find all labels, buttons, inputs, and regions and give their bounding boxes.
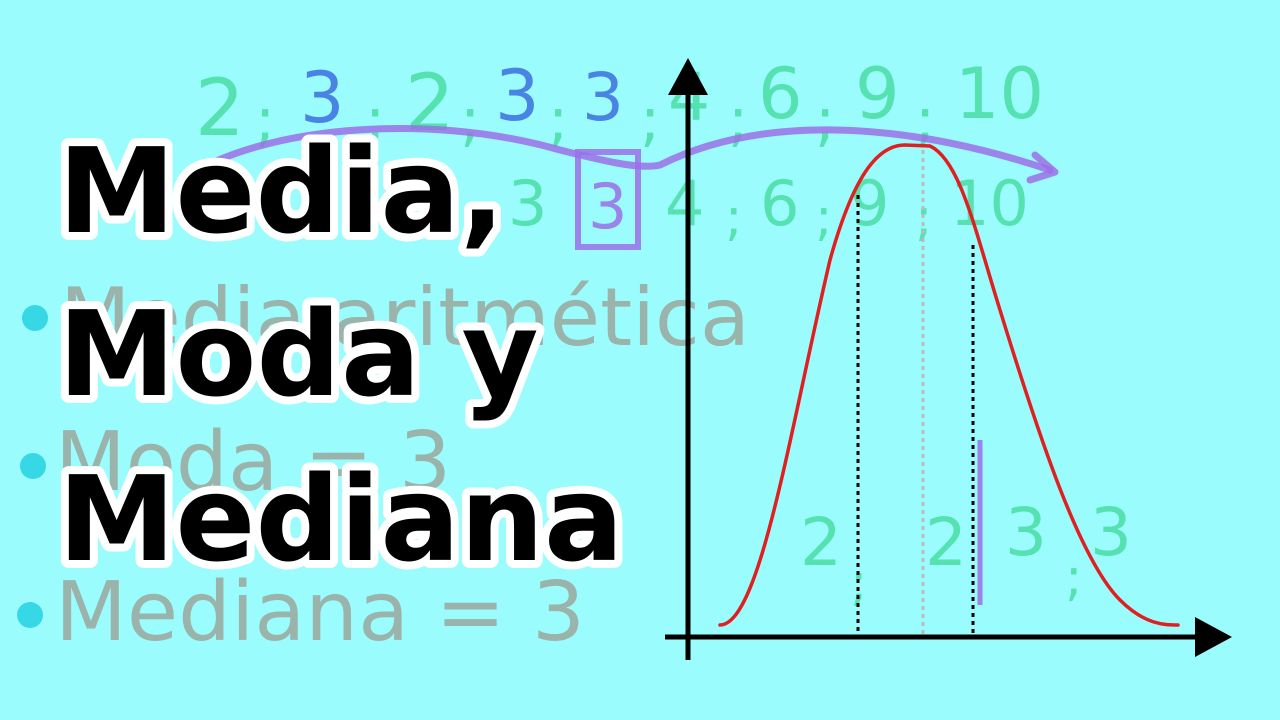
note-top-sep7: ; [815,85,835,155]
chart-axes [665,58,1232,660]
bell-curve [718,143,1180,627]
bullet-dot-2 [20,453,46,479]
note-arrowhead [1026,151,1059,184]
note-bottom-2b: 2 [925,504,967,581]
bullet-dot-1 [22,305,48,331]
note-bottom-3a: 3 [1005,494,1047,571]
reference-lines [856,150,975,635]
median-box [575,149,641,250]
note-top-sep3: ; [460,85,480,155]
x-axis-arrowhead [1195,617,1232,657]
note-top-3a: 3 [300,57,345,139]
note-bottom-2a: 2 [800,504,842,581]
note-row2-6: 6 [760,167,799,240]
title-line-3: Mediana [58,450,624,588]
note-bottom-3b: 3 [1090,494,1132,571]
note-row2-4: 4 [665,167,704,240]
note-arrow [186,125,1054,179]
bullet-dot-3 [17,602,43,628]
note-row2-sep1: ; [725,188,743,248]
title-line-1: Media, [58,122,505,260]
note-mediana: Mediana = 3 [55,565,585,660]
note-top-3b: 3 [495,55,540,137]
y-axis-arrowhead [668,58,708,95]
background-notes: 2 ; 3 ; 2 ; 3 ; 3 ; 4 ; 6 ; 9 ; 10 3 4 ;… [17,53,1132,660]
note-top-2b: 2 [405,59,455,149]
note-top-sep1: ; [255,85,275,155]
note-bottom-sep2: ; [1065,548,1083,608]
note-top-3c: 3 [582,59,624,136]
note-moda: Moda = 3 [55,415,451,510]
note-row2-10: 10 [950,167,1029,240]
note-media-aritmetica: Media aritmética [60,271,750,364]
note-top-sep6: ; [728,85,748,155]
page-title: Media, Moda y Mediana [50,114,632,596]
note-top-9: 9 [855,53,900,135]
title-line-2: Moda y [58,285,539,423]
note-top-6: 6 [758,53,803,135]
note-row2-3: 3 [508,167,547,240]
median-boxed-value: 3 [588,170,627,243]
note-row2-9: 9 [850,167,889,240]
note-top-2a: 2 [195,64,245,154]
note-top-10: 10 [955,53,1044,135]
note-row2-sep2: ; [815,188,833,248]
note-top-sep2: ; [365,85,385,155]
note-top-sep4: ; [548,85,568,155]
note-top-sep5: ; [640,85,660,155]
